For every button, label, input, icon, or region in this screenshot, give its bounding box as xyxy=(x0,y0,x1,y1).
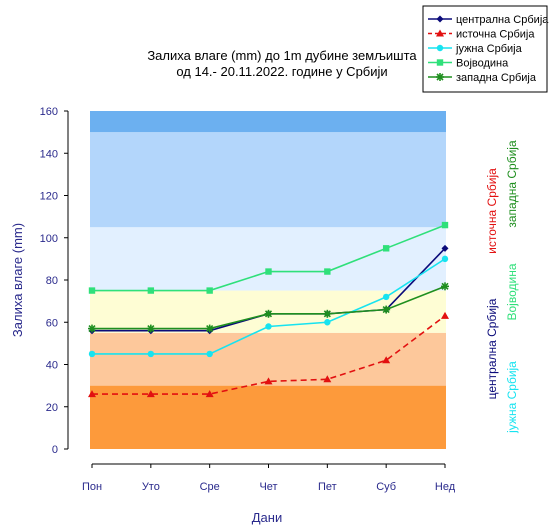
series-point-2 xyxy=(206,350,213,358)
band-0 xyxy=(90,385,446,449)
series-point-0 xyxy=(441,244,449,252)
series-point-2 xyxy=(324,319,331,326)
series-point-2 xyxy=(441,255,449,263)
series-point-3 xyxy=(147,287,155,294)
series-point-1 xyxy=(323,375,332,383)
x-tick-label: Пон xyxy=(82,481,102,493)
x-tick-label: Нед xyxy=(435,481,456,493)
x-tick-label: Уто xyxy=(142,481,160,493)
y-tick-label: 120 xyxy=(40,191,58,203)
y-tick-label: 160 xyxy=(40,106,58,118)
side-label-vojvodina: Војводина xyxy=(505,263,519,320)
series-point-4 xyxy=(264,309,273,318)
series-point-3 xyxy=(324,268,331,275)
legend-marker-1 xyxy=(436,29,444,37)
series-point-3 xyxy=(88,287,96,294)
moisture-bands xyxy=(90,111,446,449)
series-point-2 xyxy=(147,350,155,358)
x-tick-label: Сре xyxy=(200,481,220,493)
x-tick-label: Суб xyxy=(376,481,396,493)
legend-label-1: источна Србија xyxy=(456,29,535,41)
series-point-1 xyxy=(441,311,449,319)
series-layer xyxy=(88,221,449,398)
x-tick-label: Чет xyxy=(259,481,277,493)
legend-marker-3 xyxy=(436,59,444,66)
band-3 xyxy=(90,227,446,291)
chart-title-line2: од 14.- 20.11.2022. године у Србији xyxy=(176,64,387,79)
side-label-juzna: јужна Србија xyxy=(505,361,519,434)
series-point-1 xyxy=(382,356,391,364)
series-point-1 xyxy=(264,377,273,385)
legend-marker-0 xyxy=(436,15,444,23)
chart-title-line1: Залиха влаге (mm) до 1m дубине земљишта xyxy=(147,48,417,63)
legend-label-0: централна Србија xyxy=(456,14,549,26)
band-1 xyxy=(90,332,446,386)
x-axis-label: Дани xyxy=(252,510,282,525)
series-point-1 xyxy=(205,390,214,398)
series-point-4 xyxy=(88,324,96,333)
legend-label-3: Војводина xyxy=(456,58,509,70)
series-point-4 xyxy=(205,324,214,333)
series-point-3 xyxy=(265,268,272,275)
series-point-3 xyxy=(441,221,449,229)
series-point-3 xyxy=(206,287,213,294)
series-point-2 xyxy=(88,350,96,358)
side-label-centralna: централна Србија xyxy=(485,298,499,399)
series-point-2 xyxy=(265,323,272,330)
legend-marker-2 xyxy=(436,44,444,52)
y-tick-label: 60 xyxy=(46,317,58,329)
band-4 xyxy=(90,132,446,228)
y-tick-label: 20 xyxy=(46,402,58,414)
side-label-zapadna: западна Србија xyxy=(505,140,519,228)
legend: централна Србија источна Србија јужна Срби… xyxy=(422,5,549,93)
y-tick-label: 0 xyxy=(52,444,58,456)
x-tick-label: Пет xyxy=(318,481,337,493)
series-point-4 xyxy=(382,305,391,314)
series-point-2 xyxy=(382,293,390,301)
legend-label-4: западна Србија xyxy=(456,72,537,84)
y-axis-label: Залиха влаге (mm) xyxy=(10,223,25,337)
y-tick-label: 100 xyxy=(40,233,58,245)
series-point-3 xyxy=(382,245,390,252)
series-point-4 xyxy=(146,324,155,333)
legend-label-2: јужна Србија xyxy=(455,43,523,55)
y-tick-label: 140 xyxy=(40,148,58,160)
side-label-istocna: источна Србија xyxy=(485,168,499,254)
band-5 xyxy=(90,111,446,133)
legend-marker-4 xyxy=(436,73,444,81)
axes-layer: 0 20 40 60 80 100 120 140 160 Пон Уто Сре Чет Пет Суб Н… xyxy=(40,106,456,493)
y-tick-label: 80 xyxy=(46,275,58,287)
series-point-4 xyxy=(441,282,449,291)
series-point-4 xyxy=(323,309,332,318)
series-point-1 xyxy=(146,390,155,398)
y-tick-label: 40 xyxy=(46,360,58,372)
series-point-1 xyxy=(88,390,96,398)
